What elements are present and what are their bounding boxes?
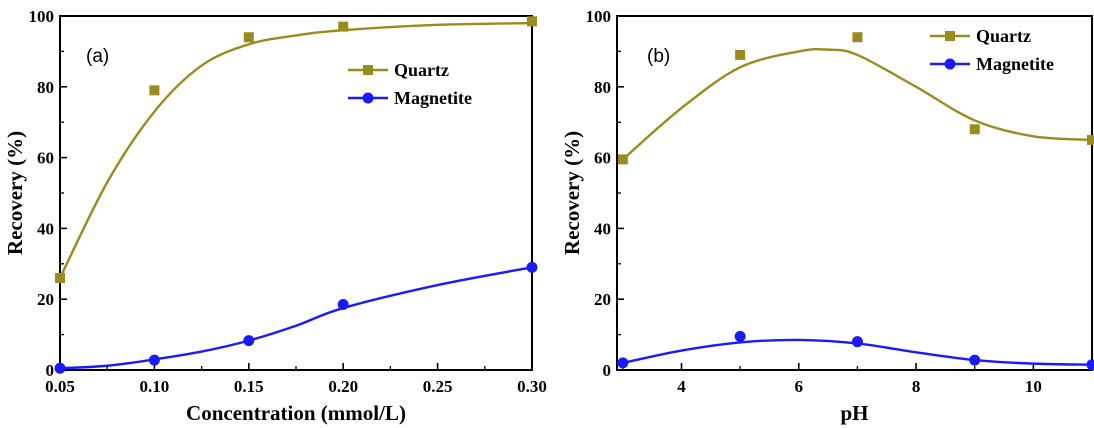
panel-a-chart: 0 20 40 60 80 100 0.05 0.10 0.15 0.20 0.25 0.30 Conc…	[3, 7, 547, 425]
panel-b-magnetite-point	[851, 336, 863, 348]
panel-b-y-tick-label: 60	[594, 149, 611, 168]
panel-b-y-tick-label: 100	[586, 7, 612, 26]
panel-b-magnetite-point	[734, 330, 746, 342]
panel-b-y-tick-label: 40	[594, 219, 611, 238]
panel-a-magnetite-point	[337, 299, 349, 311]
panel-a-legend-marker	[363, 65, 373, 75]
panel-b-magnetite-point	[969, 354, 981, 366]
panel-a-y-tick-label: 100	[29, 7, 55, 26]
panel-a-magnetite-point	[148, 354, 160, 366]
panel-a-x-axis-title: Concentration (mmol/L)	[186, 401, 406, 425]
panel-a-plot-frame	[59, 15, 533, 371]
panel-b-legend-item-magnetite: Magnetite	[930, 54, 1054, 74]
panel-b-legend-marker	[945, 31, 955, 41]
panel-a-quartz-point	[243, 32, 254, 43]
panel-a-y-tick-label: 40	[37, 219, 54, 238]
panel-b-y-axis-title: Recovery (%)	[560, 131, 584, 255]
panel-a-x-tick-label: 0.15	[234, 377, 264, 396]
panel-a-x-tick-label: 0.25	[423, 377, 453, 396]
panel-b-quartz-point	[969, 124, 980, 135]
panel-b-legend-marker	[944, 58, 956, 70]
panel-b-quartz-point	[1087, 134, 1094, 145]
panel-a-y-tick-label: 60	[37, 149, 54, 168]
panel-a-x-tick-label: 0.20	[328, 377, 358, 396]
panel-b-quartz-point	[735, 49, 746, 60]
panel-a-magnetite-point	[54, 362, 66, 374]
panel-a-y-tick-label: 20	[37, 290, 54, 309]
panel-b-quartz-point	[617, 154, 628, 165]
panel-a-legend-marker	[362, 92, 374, 104]
panel-a-quartz-point	[338, 21, 349, 32]
panel-a-magnetite-point	[526, 261, 538, 273]
panel-a-y-tick-label: 80	[37, 78, 54, 97]
panel-b-x-tick-label: 4	[677, 377, 686, 396]
panel-a-x-tick-label: 0.10	[140, 377, 170, 396]
panel-b-x-tick-label: 10	[1025, 377, 1042, 396]
panel-a-quartz-fit-line	[58, 21, 533, 279]
panel-b-legend-label: Quartz	[976, 26, 1031, 46]
panel-a-quartz-point	[527, 16, 537, 27]
panel-a-legend-label: Quartz	[394, 60, 449, 80]
panel-b-legend-label: Magnetite	[976, 54, 1054, 74]
panel-a-panel-label: (a)	[86, 46, 109, 67]
panel-b-y-tick-label: 20	[594, 290, 611, 309]
panel-a-quartz-point	[149, 85, 160, 96]
panel-a-y-axis-title: Recovery (%)	[3, 131, 27, 255]
panel-a-x-tick-label: 0.05	[45, 377, 75, 396]
panel-b-legend-item-quartz: Quartz	[930, 26, 1031, 46]
panel-a-y-tick-label: 0	[46, 361, 55, 380]
panel-a-magnetite-fit-line	[59, 266, 533, 370]
panel-b-magnetite-point	[617, 357, 629, 369]
panel-a-x-tick-label: 0.30	[517, 377, 547, 396]
panel-b-chart: 0 20 40 60 80 100 4 6 8 10 pH Recovery (%) (b) Quartz…	[560, 7, 1094, 425]
panel-a-quartz-point	[55, 272, 65, 283]
panel-b-x-tick-label: 6	[795, 377, 804, 396]
panel-b-magnetite-point	[1086, 359, 1094, 371]
panel-a-legend-item-quartz: Quartz	[348, 60, 449, 80]
panel-b-quartz-fit-line	[622, 47, 1093, 161]
panel-b-x-axis-title: pH	[840, 401, 868, 425]
panel-b-y-tick-label: 80	[594, 78, 611, 97]
panel-b-y-tick-label: 0	[603, 361, 612, 380]
panel-a-magnetite-point	[243, 335, 255, 347]
panel-a-legend-item-magnetite: Magnetite	[348, 88, 472, 108]
panel-b-x-tick-label: 8	[912, 377, 921, 396]
panel-b-panel-label: (b)	[647, 46, 670, 67]
panel-b-quartz-point	[852, 32, 863, 43]
panel-a-legend-label: Magnetite	[394, 88, 472, 108]
